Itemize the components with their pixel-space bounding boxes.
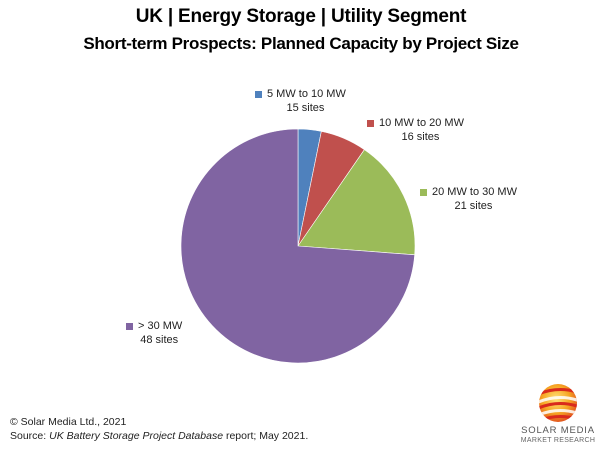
globe-icon bbox=[539, 384, 577, 422]
logo-text-primary: SOLAR MEDIA bbox=[521, 425, 595, 436]
chart-subtitle: Short-term Prospects: Planned Capacity b… bbox=[83, 34, 519, 53]
source-text: Source: UK Battery Storage Project Datab… bbox=[10, 430, 308, 442]
pie-slice-4 bbox=[180, 128, 415, 364]
legend-swatch-red bbox=[367, 119, 374, 127]
legend-swatch-blue bbox=[255, 90, 262, 98]
chart-title: UK | Energy Storage | Utility Segment bbox=[135, 6, 467, 27]
label-over-30mw: > 30 MW 48 sites bbox=[126, 319, 182, 347]
solar-media-logo: SOLAR MEDIA MARKET RESEARCH bbox=[518, 381, 598, 447]
label-sites: 48 sites bbox=[140, 334, 179, 346]
source-suffix: report; May 2021. bbox=[223, 430, 309, 442]
label-10-20mw: 10 MW to 20 MW 16 sites bbox=[367, 116, 464, 144]
label-name: 5 MW to 10 MW bbox=[267, 88, 346, 100]
copyright-text: © Solar Media Ltd., 2021 bbox=[10, 416, 127, 428]
label-name: 20 MW to 30 MW bbox=[432, 186, 517, 198]
legend-swatch-green bbox=[420, 188, 427, 196]
label-name: > 30 MW bbox=[138, 320, 183, 332]
source-title: UK Battery Storage Project Database bbox=[49, 430, 224, 442]
label-5-10mw: 5 MW to 10 MW 15 sites bbox=[255, 87, 346, 115]
label-name: 10 MW to 20 MW bbox=[379, 117, 464, 129]
label-sites: 15 sites bbox=[286, 102, 325, 114]
legend-swatch-purple bbox=[126, 322, 133, 330]
logo-text-secondary: MARKET RESEARCH bbox=[520, 437, 596, 444]
label-sites: 16 sites bbox=[401, 131, 440, 143]
source-prefix: Source: bbox=[10, 430, 50, 442]
label-sites: 21 sites bbox=[454, 200, 493, 212]
label-20-30mw: 20 MW to 30 MW 21 sites bbox=[420, 185, 517, 213]
pie-slice-3 bbox=[297, 149, 416, 256]
